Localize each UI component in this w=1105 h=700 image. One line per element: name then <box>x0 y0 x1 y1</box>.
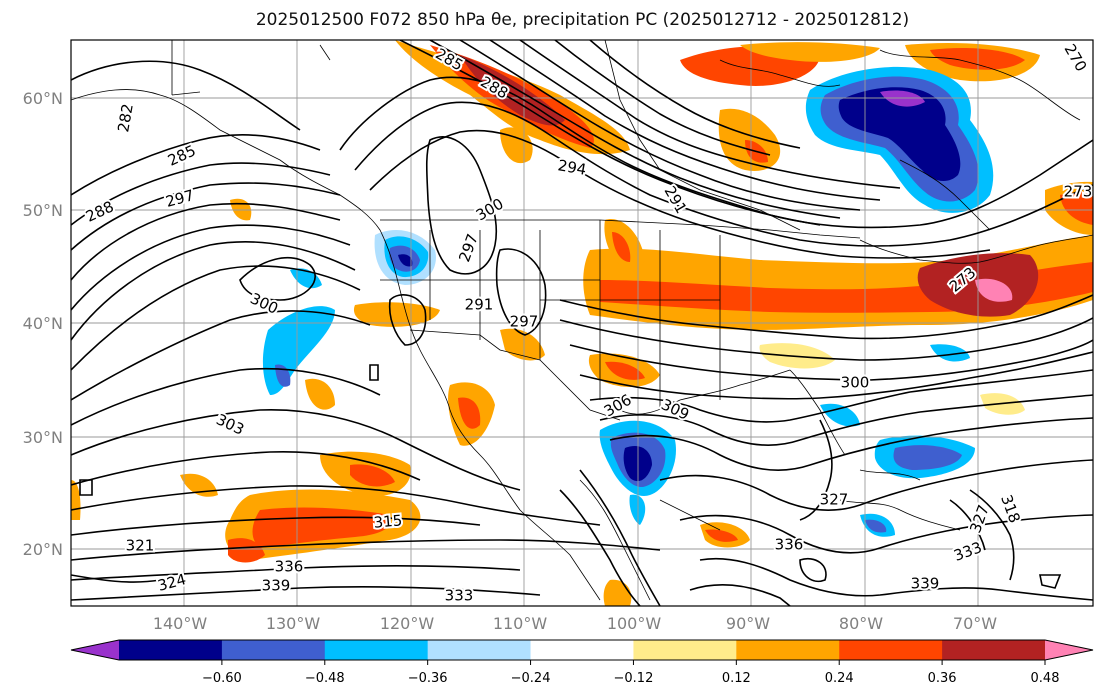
precip-negative-shading <box>262 66 994 537</box>
lat-labels: 60°N 50°N 40°N 30°N 20°N <box>23 89 63 559</box>
lon-label-70w: 70°W <box>953 614 997 633</box>
lon-labels: 140°W 130°W 120°W 110°W 100°W 90°W 80°W … <box>153 614 997 633</box>
contour-label: 273 <box>1064 183 1093 201</box>
colorbar-extend-high <box>1045 640 1093 660</box>
lon-label-140w: 140°W <box>153 614 208 633</box>
colorbar-segment <box>633 640 737 660</box>
colorbar-segment <box>119 640 223 660</box>
lon-label-120w: 120°W <box>380 614 435 633</box>
plot-frame <box>70 39 1094 607</box>
colorbar-tick-labels: −0.60 −0.48 −0.36 −0.24 −0.12 0.12 0.24 0.36 0.4… <box>202 660 1060 686</box>
contour-label: 291 <box>465 296 494 314</box>
colorbar-segment <box>839 640 943 660</box>
colorbar-tick-label: 0.36 <box>928 671 957 686</box>
lon-label-130w: 130°W <box>266 614 321 633</box>
lat-label-30: 30°N <box>23 428 63 447</box>
colorbar-segment <box>530 640 634 660</box>
colorbar-segment <box>324 640 429 660</box>
colorbar-tick-label: 0.48 <box>1031 671 1060 686</box>
colorbar-tick-label: −0.36 <box>408 671 448 686</box>
contour-label: 297 <box>510 313 539 331</box>
contour-label: 327 <box>820 491 849 509</box>
lat-label-40: 40°N <box>23 314 63 333</box>
colorbar-tick-label: −0.48 <box>305 671 345 686</box>
contour-label: 336 <box>775 536 804 554</box>
theta-e-contours <box>71 40 1093 606</box>
contour-label: 315 <box>373 511 403 531</box>
lat-label-20: 20°N <box>23 540 63 559</box>
lon-label-90w: 90°W <box>726 614 770 633</box>
colorbar-extend-low <box>71 640 119 660</box>
colorbar-segment <box>427 640 532 660</box>
lat-label-60: 60°N <box>23 89 63 108</box>
colorbar-tick-label: 0.24 <box>825 671 854 686</box>
lat-label-50: 50°N <box>23 201 63 220</box>
colorbar-tick-label: −0.60 <box>202 671 242 686</box>
contour-label: 339 <box>262 577 291 595</box>
map-plot-area: 2822852972883003033213243363393333152852… <box>71 40 1093 606</box>
contour-label: 339 <box>911 575 940 593</box>
contour-label: 333 <box>445 587 474 605</box>
colorbar-tick-label: −0.24 <box>511 671 551 686</box>
lon-label-100w: 100°W <box>607 614 662 633</box>
colorbar <box>70 639 1094 661</box>
lon-label-110w: 110°W <box>493 614 548 633</box>
colorbar-segment <box>736 640 840 660</box>
lon-label-80w: 80°W <box>839 614 883 633</box>
colorbar-segment <box>942 640 1046 660</box>
colorbar-outline <box>70 639 1094 661</box>
contour-label: 321 <box>126 537 155 555</box>
contour-label: 300 <box>841 374 870 392</box>
colorbar-tick-label: 0.12 <box>722 671 751 686</box>
colorbar-segment <box>221 640 326 660</box>
colorbar-tick-label: −0.12 <box>614 671 654 686</box>
contour-label: 336 <box>275 558 304 576</box>
chart-title: 2025012500 F072 850 hPa θe, precipitatio… <box>255 10 910 30</box>
